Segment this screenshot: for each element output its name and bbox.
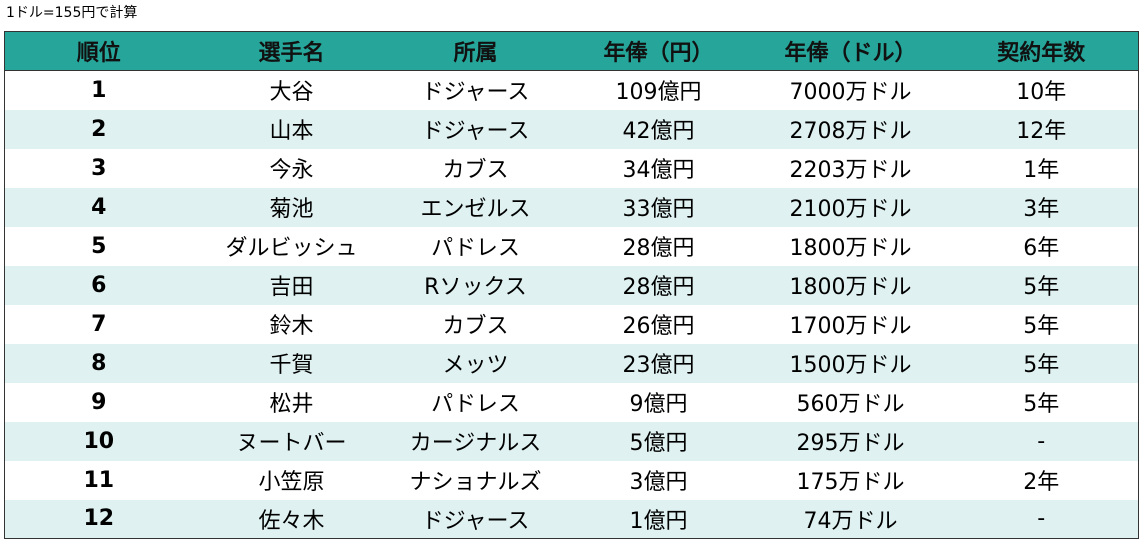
cell-team: メッツ — [442, 353, 509, 378]
cell-team: ドジャース — [421, 119, 530, 144]
header-salary-yen: 年俸（円） — [560, 31, 757, 71]
cell-salary-dollar: 7000万ドル — [789, 80, 912, 106]
cell-player-name: ダルビッシュ — [225, 236, 358, 261]
cell-rank: 8 — [91, 350, 107, 376]
table-row: 8 千賀 メッツ 23億円 1500万ドル 5年 — [4, 343, 1139, 383]
cell-salary-yen: 42億円 — [622, 119, 695, 144]
exchange-rate-note: 1ドル=155円で計算 — [6, 5, 138, 21]
cell-player-name: 小笠原 — [258, 470, 325, 495]
cell-rank: 10 — [83, 428, 115, 454]
cell-player-name: 佐々木 — [258, 508, 325, 534]
cell-contract-years: 1年 — [1023, 158, 1060, 183]
cell-salary-yen: 5億円 — [629, 431, 688, 456]
cell-player-name: 山本 — [269, 119, 314, 144]
cell-rank: 11 — [83, 467, 115, 493]
cell-contract-years: 12年 — [1016, 119, 1067, 144]
cell-salary-dollar: 1800万ドル — [789, 236, 912, 261]
cell-player-name: 鈴木 — [269, 314, 314, 339]
cell-contract-years: 5年 — [1023, 275, 1060, 300]
cell-team: パドレス — [431, 236, 520, 261]
cell-rank: 5 — [91, 233, 107, 259]
cell-salary-dollar: 1500万ドル — [789, 353, 912, 378]
cell-salary-dollar: 2708万ドル — [789, 119, 912, 144]
table-row: 5 ダルビッシュ パドレス 28億円 1800万ドル 6年 — [5, 227, 1139, 266]
table-row: 11 小笠原 ナショナルズ 3億円 175万ドル 2年 — [5, 461, 1139, 500]
cell-contract-years: 6年 — [1023, 236, 1060, 261]
cell-salary-dollar: 560万ドル — [796, 392, 905, 417]
cell-player-name: 今永 — [269, 158, 314, 183]
cell-team: ナショナルズ — [409, 470, 542, 495]
cell-team: エンゼルス — [420, 197, 531, 222]
cell-salary-yen: 109億円 — [615, 80, 702, 106]
cell-team: カブス — [442, 158, 509, 183]
table-row: 1 大谷 ドジャース 109億円 7000万ドル 10年 — [5, 71, 1139, 110]
cell-player-name: 菊池 — [269, 197, 314, 222]
cell-salary-yen: 3億円 — [629, 470, 688, 495]
table-row: 4 菊池 エンゼルス 33億円 2100万ドル 3年 — [4, 187, 1139, 227]
cell-salary-yen: 1億円 — [629, 508, 688, 534]
cell-contract-years: 3年 — [1023, 197, 1060, 222]
cell-rank: 9 — [91, 389, 107, 415]
table-row: 2 山本 ドジャース 42億円 2708万ドル 12年 — [4, 109, 1139, 149]
cell-salary-yen: 33億円 — [622, 197, 695, 222]
cell-salary-dollar: 1800万ドル — [789, 275, 912, 300]
cell-salary-dollar: 74万ドル — [803, 508, 898, 534]
cell-salary-yen: 28億円 — [622, 236, 695, 261]
cell-salary-dollar: 175万ドル — [796, 470, 905, 495]
header-row: 順位 選手名 所属 年俸（円） 年俸（ドル） 契約年数 — [4, 31, 1139, 71]
table-body: 1 大谷 ドジャース 109億円 7000万ドル 10年 2 山本 ドジャース … — [4, 71, 1139, 539]
cell-salary-dollar: 2100万ドル — [789, 197, 912, 222]
table-row: 12 佐々木 ドジャース 1億円 74万ドル - — [4, 499, 1139, 539]
cell-salary-yen: 28億円 — [622, 275, 695, 300]
cell-salary-dollar: 295万ドル — [796, 431, 905, 456]
cell-rank: 1 — [91, 77, 107, 103]
table-row: 3 今永 カブス 34億円 2203万ドル 1年 — [5, 149, 1139, 188]
cell-salary-dollar: 2203万ドル — [789, 158, 912, 183]
cell-contract-years: - — [1037, 506, 1046, 532]
cell-player-name: 千賀 — [269, 353, 314, 378]
cell-team: ドジャース — [421, 508, 530, 534]
cell-player-name: 吉田 — [269, 275, 314, 300]
cell-salary-yen: 9億円 — [629, 392, 688, 417]
cell-salary-yen: 23億円 — [622, 353, 695, 378]
cell-rank: 2 — [91, 116, 107, 142]
cell-player-name: 大谷 — [269, 80, 314, 106]
cell-team: ドジャース — [421, 80, 530, 106]
cell-rank: 3 — [91, 155, 107, 181]
header-contract-years: 契約年数 — [944, 31, 1139, 71]
cell-team: Rソックス — [424, 275, 527, 300]
cell-rank: 6 — [91, 272, 107, 298]
cell-team: カージナルス — [409, 431, 542, 456]
cell-contract-years: - — [1037, 428, 1046, 454]
cell-player-name: 松井 — [269, 392, 314, 417]
cell-team: パドレス — [431, 392, 520, 417]
cell-rank: 7 — [91, 311, 107, 337]
header-team: 所属 — [390, 31, 561, 71]
table-row: 6 吉田 Rソックス 28億円 1800万ドル 5年 — [4, 265, 1139, 305]
cell-team: カブス — [442, 314, 509, 339]
cell-contract-years: 5年 — [1023, 314, 1060, 339]
cell-salary-yen: 34億円 — [622, 158, 695, 183]
cell-salary-dollar: 1700万ドル — [789, 314, 912, 339]
table-row: 7 鈴木 カブス 26億円 1700万ドル 5年 — [5, 305, 1139, 344]
header-player-name: 選手名 — [192, 31, 391, 71]
cell-player-name: ヌートバー — [236, 431, 347, 456]
header-salary-dollar: 年俸（ドル） — [756, 31, 945, 71]
table-row: 9 松井 パドレス 9億円 560万ドル 5年 — [5, 383, 1139, 422]
cell-contract-years: 5年 — [1023, 353, 1060, 378]
header-rank: 順位 — [4, 31, 193, 71]
cell-rank: 4 — [91, 194, 107, 220]
cell-contract-years: 2年 — [1023, 470, 1060, 495]
table-header: 順位 選手名 所属 年俸（円） 年俸（ドル） 契約年数 — [4, 31, 1139, 71]
cell-contract-years: 5年 — [1023, 392, 1060, 417]
table-row: 10 ヌートバー カージナルス 5億円 295万ドル - — [4, 421, 1139, 461]
salary-table: 順位 選手名 所属 年俸（円） 年俸（ドル） 契約年数 1 大谷 ドジャース 1… — [4, 31, 1139, 539]
cell-rank: 12 — [83, 506, 115, 532]
cell-salary-yen: 26億円 — [622, 314, 695, 339]
cell-contract-years: 10年 — [1016, 80, 1067, 106]
